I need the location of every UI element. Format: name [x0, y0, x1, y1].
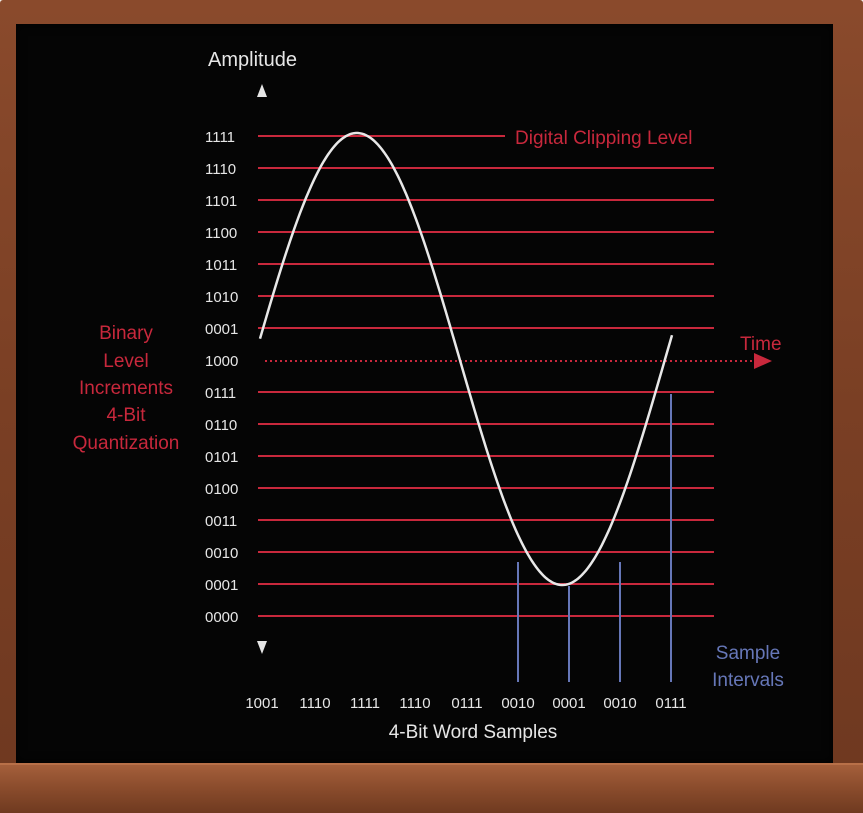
level-label: 1110	[205, 161, 236, 178]
amplitude-title: Amplitude	[208, 49, 297, 71]
y-title-line-1: Binary	[99, 323, 153, 344]
level-label: 1011	[205, 257, 237, 274]
level-label: 0000	[205, 609, 238, 626]
word-sample-label: 0111	[655, 695, 686, 712]
binary-level-title: Binary Level Increments 4-Bit Quantizati…	[73, 323, 180, 454]
chalk-ledge	[0, 763, 863, 813]
level-label: 1010	[205, 289, 238, 306]
digital-clipping-label: Digital Clipping Level	[515, 128, 692, 149]
chalkboard	[16, 24, 833, 763]
level-label: 0001	[205, 321, 238, 338]
level-label: 1111	[205, 129, 235, 146]
level-label: 1100	[205, 225, 237, 242]
sample-intervals-line-2: Intervals	[712, 670, 784, 691]
level-label: 1101	[205, 193, 237, 210]
level-label: 0101	[205, 449, 238, 466]
sample-intervals-line-1: Sample	[716, 643, 780, 664]
word-samples-title: 4-Bit Word Samples	[389, 722, 558, 743]
y-title-line-5: Quantization	[73, 433, 180, 454]
y-title-line-4: 4-Bit	[106, 405, 146, 426]
y-title-line-2: Level	[103, 351, 148, 372]
time-label: Time	[740, 334, 782, 355]
word-sample-label: 0111	[451, 695, 482, 712]
amplitude-up-arrow-icon	[257, 84, 267, 97]
word-sample-label: 0010	[603, 695, 636, 712]
word-sample-label: 1111	[350, 695, 380, 712]
level-label: 0111	[205, 385, 236, 402]
level-label: 0011	[205, 513, 237, 530]
level-label: 0010	[205, 545, 238, 562]
sine-wave	[258, 131, 674, 587]
word-sample-label: 1001	[245, 695, 278, 712]
level-label: 1000	[205, 353, 238, 370]
word-sample-label: 0010	[501, 695, 534, 712]
level-label: 0110	[205, 417, 237, 434]
amplitude-down-arrow-icon	[257, 641, 267, 654]
word-sample-label: 0001	[552, 695, 585, 712]
sample-intervals-label: Sample Intervals	[712, 643, 784, 691]
level-label: 0001	[205, 577, 238, 594]
word-sample-label: 1110	[299, 695, 330, 712]
word-sample-label: 1110	[399, 695, 430, 712]
level-label: 0100	[205, 481, 238, 498]
y-title-line-3: Increments	[79, 378, 173, 399]
